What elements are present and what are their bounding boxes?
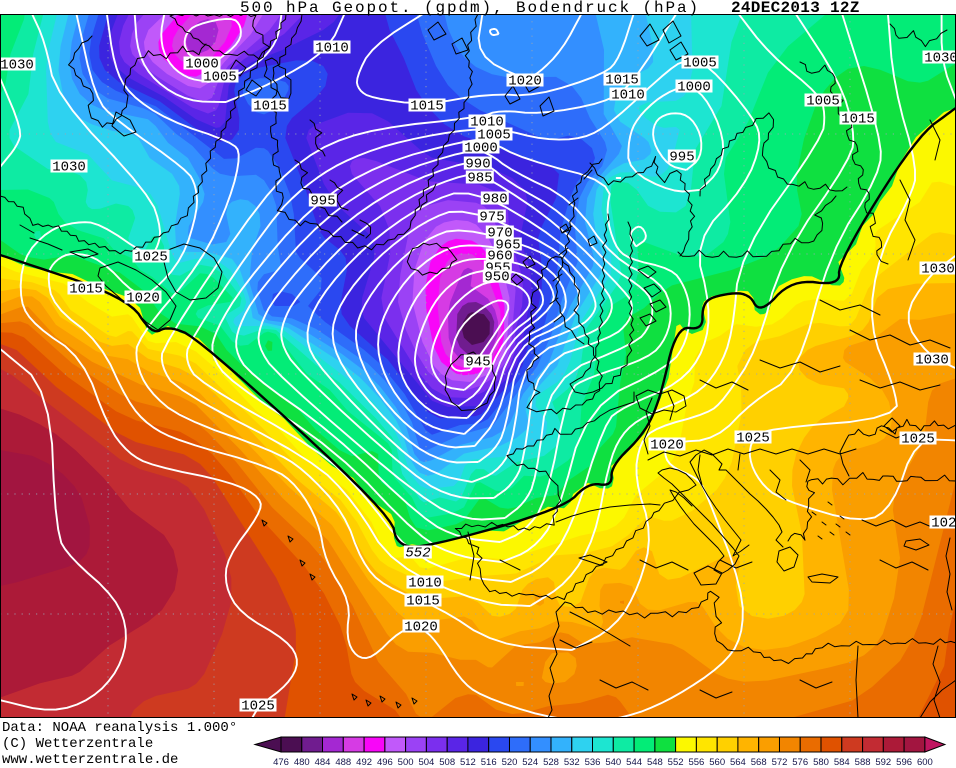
svg-text:1000: 1000	[464, 141, 498, 157]
svg-text:572: 572	[772, 757, 788, 768]
svg-text:1010: 1010	[611, 88, 645, 104]
svg-text:1020: 1020	[126, 291, 160, 307]
svg-text:www.wetterzentrale.de: www.wetterzentrale.de	[2, 752, 178, 768]
svg-text:476: 476	[273, 757, 289, 768]
svg-text:536: 536	[585, 757, 601, 768]
svg-text:1010: 1010	[408, 576, 442, 592]
svg-text:580: 580	[813, 757, 829, 768]
svg-text:1015: 1015	[406, 594, 440, 610]
svg-text:995: 995	[669, 150, 694, 166]
svg-text:600: 600	[917, 757, 933, 768]
svg-text:1005: 1005	[806, 94, 840, 110]
svg-text:524: 524	[522, 757, 538, 768]
svg-text:516: 516	[481, 757, 497, 768]
svg-text:975: 975	[479, 210, 504, 226]
svg-text:945: 945	[465, 355, 490, 371]
svg-text:500: 500	[398, 757, 414, 768]
svg-text:568: 568	[751, 757, 767, 768]
svg-text:1015: 1015	[841, 112, 875, 128]
svg-text:576: 576	[792, 757, 808, 768]
svg-text:1015: 1015	[605, 73, 639, 89]
svg-text:564: 564	[730, 757, 746, 768]
svg-text:1030: 1030	[52, 160, 86, 176]
svg-text:560: 560	[709, 757, 725, 768]
svg-text:1025: 1025	[134, 250, 168, 266]
svg-text:512: 512	[460, 757, 476, 768]
svg-text:1025: 1025	[736, 431, 770, 447]
svg-text:544: 544	[626, 757, 642, 768]
svg-text:1015: 1015	[253, 99, 287, 115]
svg-text:1010: 1010	[315, 41, 349, 57]
svg-text:532: 532	[564, 757, 580, 768]
svg-text:950: 950	[484, 270, 509, 286]
svg-text:520: 520	[502, 757, 518, 768]
svg-text:480: 480	[294, 757, 310, 768]
svg-text:1005: 1005	[683, 56, 717, 72]
svg-text:504: 504	[418, 757, 434, 768]
svg-text:1005: 1005	[477, 128, 511, 144]
svg-text:1030: 1030	[921, 262, 955, 278]
svg-text:1025: 1025	[901, 432, 935, 448]
svg-text:1015: 1015	[410, 99, 444, 115]
svg-text:528: 528	[543, 757, 559, 768]
svg-text:1030: 1030	[915, 353, 949, 369]
svg-text:1000: 1000	[185, 57, 219, 73]
svg-text:24DEC2013 12Z: 24DEC2013 12Z	[731, 0, 860, 17]
svg-text:488: 488	[335, 757, 351, 768]
svg-text:556: 556	[688, 757, 704, 768]
svg-text:1000: 1000	[677, 80, 711, 96]
svg-text:492: 492	[356, 757, 372, 768]
svg-text:552: 552	[405, 546, 430, 562]
svg-text:548: 548	[647, 757, 663, 768]
svg-text:995: 995	[310, 194, 335, 210]
svg-text:(C) Wetterzentrale: (C) Wetterzentrale	[2, 736, 153, 752]
svg-text:508: 508	[439, 757, 455, 768]
svg-text:588: 588	[855, 757, 871, 768]
svg-text:Data: NOAA reanalysis 1.000°: Data: NOAA reanalysis 1.000°	[2, 720, 237, 736]
svg-text:980: 980	[482, 192, 507, 208]
svg-text:1020: 1020	[508, 74, 542, 90]
svg-text:1030: 1030	[0, 58, 34, 74]
svg-text:496: 496	[377, 757, 393, 768]
svg-text:1015: 1015	[69, 282, 103, 298]
svg-text:1020: 1020	[404, 620, 438, 636]
svg-text:1010: 1010	[470, 115, 504, 131]
svg-text:990: 990	[465, 157, 490, 173]
svg-text:552: 552	[668, 757, 684, 768]
svg-text:1005: 1005	[203, 70, 237, 86]
svg-text:484: 484	[315, 757, 331, 768]
svg-text:596: 596	[896, 757, 912, 768]
svg-text:1030: 1030	[924, 51, 956, 67]
svg-text:584: 584	[834, 757, 850, 768]
svg-text:1020: 1020	[650, 438, 684, 454]
svg-text:592: 592	[875, 757, 891, 768]
svg-text:985: 985	[467, 171, 492, 187]
svg-text:500 hPa Geopot. (gpdm), Bodend: 500 hPa Geopot. (gpdm), Bodendruck (hPa)	[240, 0, 700, 17]
svg-text:540: 540	[605, 757, 621, 768]
svg-text:1025: 1025	[241, 699, 275, 715]
svg-text:1020: 1020	[931, 516, 956, 532]
